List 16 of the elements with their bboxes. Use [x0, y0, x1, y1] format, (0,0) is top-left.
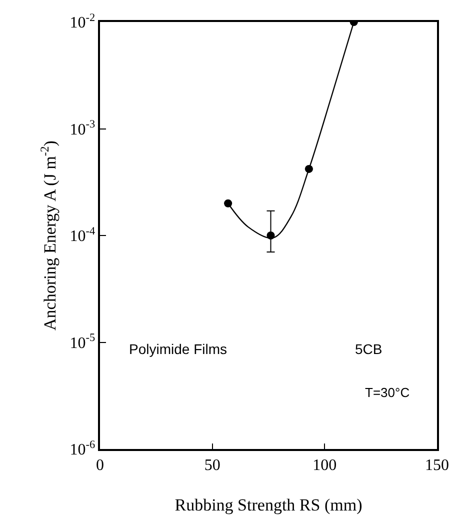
x-tick-label: 50	[204, 456, 220, 474]
x-tick-label: 150	[425, 456, 449, 474]
x-tick-label: 0	[96, 456, 104, 474]
y-tick-label: 10$^{-3}$	[70, 118, 96, 138]
y-tick-label: 10$^{-5}$	[70, 332, 96, 352]
annotation: Polyimide Films	[129, 341, 228, 357]
annotation: T=30°C	[365, 385, 410, 400]
y-tick-label: 10$^{-4}$	[70, 225, 96, 246]
x-tick-label: 100	[312, 456, 337, 474]
point	[304, 164, 313, 173]
point	[266, 232, 275, 240]
y-tick-label: 10$^{-2}$	[70, 12, 96, 32]
annotation: 5CB	[355, 341, 382, 357]
x-axis-title: Rubbing Strength RS (mm)	[174, 496, 362, 514]
y-tick-label: 10$^{-6}$	[70, 438, 96, 459]
point	[224, 199, 232, 208]
